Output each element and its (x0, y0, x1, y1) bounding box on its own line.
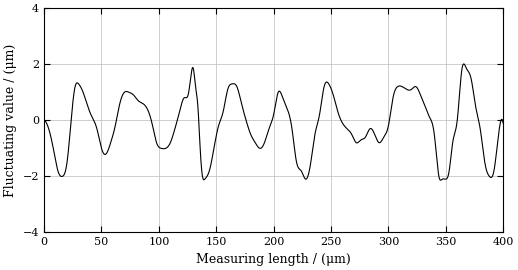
X-axis label: Measuring length / (μm): Measuring length / (μm) (196, 253, 351, 266)
Y-axis label: Fluctuating value / (μm): Fluctuating value / (μm) (4, 44, 17, 197)
